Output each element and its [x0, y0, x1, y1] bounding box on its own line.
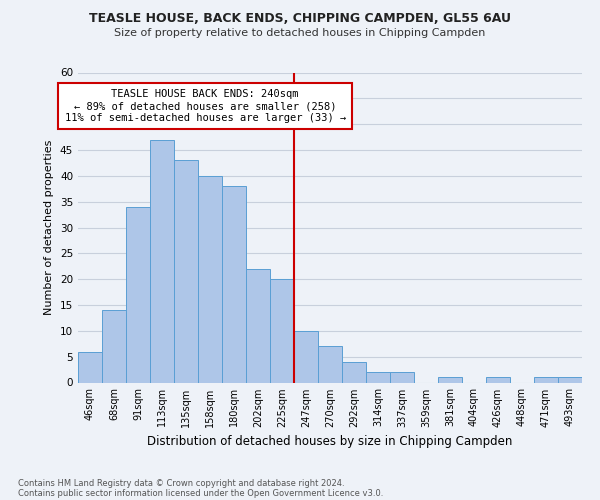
Bar	[198, 176, 222, 382]
Bar	[366, 372, 390, 382]
Bar	[438, 378, 462, 382]
Y-axis label: Number of detached properties: Number of detached properties	[44, 140, 55, 315]
Text: TEASLE HOUSE, BACK ENDS, CHIPPING CAMPDEN, GL55 6AU: TEASLE HOUSE, BACK ENDS, CHIPPING CAMPDE…	[89, 12, 511, 26]
Bar	[342, 362, 366, 382]
Text: Contains public sector information licensed under the Open Government Licence v3: Contains public sector information licen…	[18, 488, 383, 498]
Bar	[534, 378, 558, 382]
Text: TEASLE HOUSE BACK ENDS: 240sqm
← 89% of detached houses are smaller (258)
11% of: TEASLE HOUSE BACK ENDS: 240sqm ← 89% of …	[65, 90, 346, 122]
Bar	[318, 346, 342, 382]
Bar	[222, 186, 246, 382]
Bar	[246, 269, 270, 382]
Bar	[126, 207, 150, 382]
Bar	[174, 160, 198, 382]
Bar	[486, 378, 510, 382]
Bar	[78, 352, 102, 382]
Bar	[102, 310, 126, 382]
Bar	[294, 331, 318, 382]
Bar	[270, 279, 294, 382]
Text: Size of property relative to detached houses in Chipping Campden: Size of property relative to detached ho…	[115, 28, 485, 38]
X-axis label: Distribution of detached houses by size in Chipping Campden: Distribution of detached houses by size …	[148, 435, 512, 448]
Text: Contains HM Land Registry data © Crown copyright and database right 2024.: Contains HM Land Registry data © Crown c…	[18, 478, 344, 488]
Bar	[150, 140, 174, 382]
Bar	[390, 372, 414, 382]
Bar	[558, 378, 582, 382]
